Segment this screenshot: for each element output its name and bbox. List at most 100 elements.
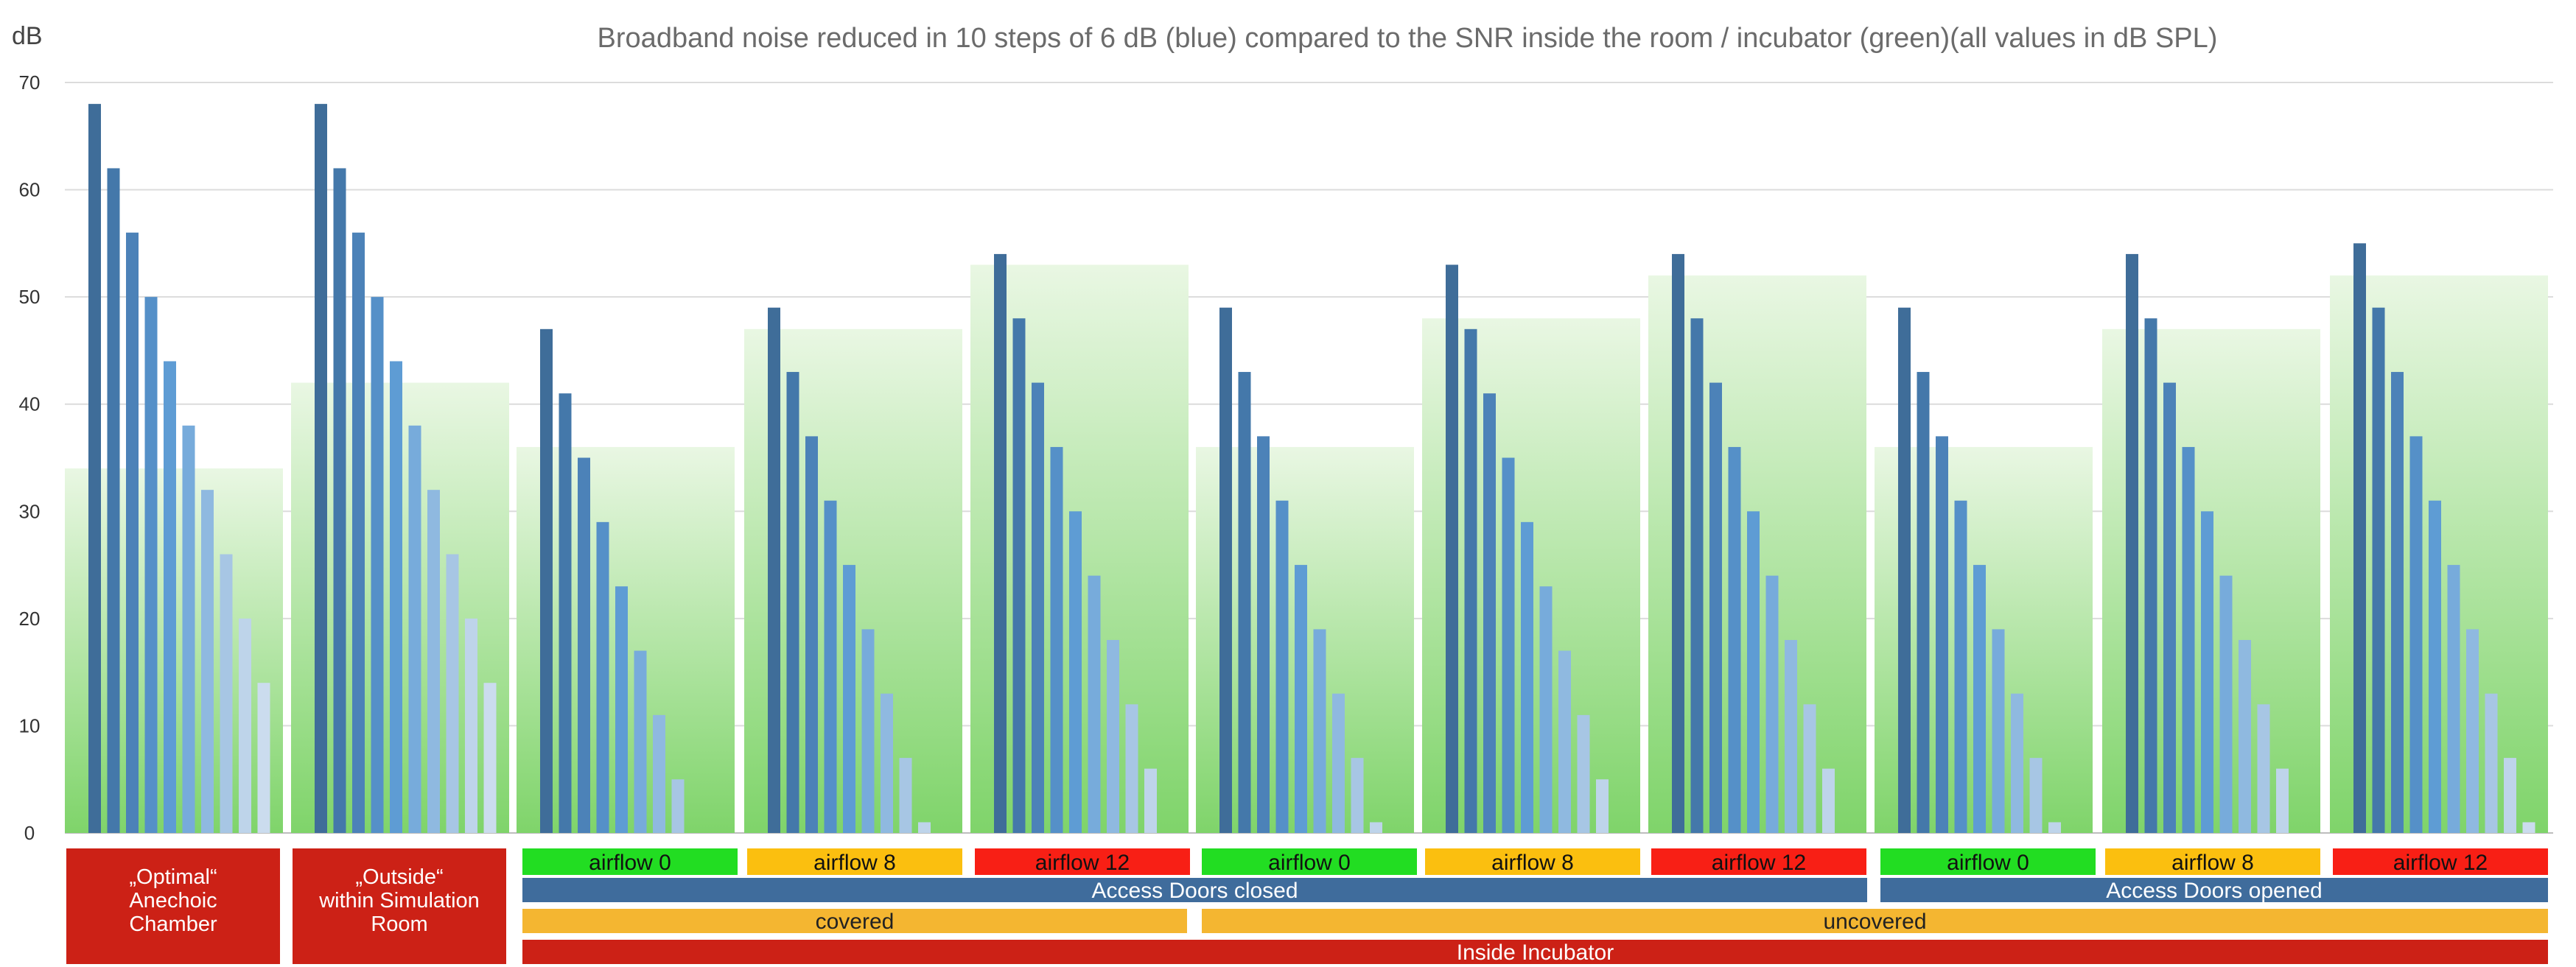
airflow-box <box>2333 848 2548 875</box>
y-tick-label: 40 <box>19 393 41 415</box>
noise-bar <box>1332 693 1345 833</box>
access-doors-closed-band-label: Access Doors closed <box>1091 879 1298 903</box>
airflow-box <box>522 848 738 875</box>
covered-band-label: covered <box>816 910 895 934</box>
y-tick-label: 10 <box>19 714 41 736</box>
noise-bar <box>1446 264 1458 833</box>
noise-bar <box>1050 446 1063 833</box>
noise-bar <box>2201 511 2213 833</box>
noise-bar <box>671 779 685 833</box>
noise-bar <box>881 693 893 833</box>
noise-bar <box>2485 693 2498 833</box>
airflow-box <box>975 848 1190 875</box>
y-tick-label: 60 <box>19 179 41 201</box>
y-tick-label: 0 <box>24 822 35 844</box>
noise-bar <box>2504 758 2516 833</box>
noise-bar <box>1728 446 1741 833</box>
noise-bar <box>164 361 176 833</box>
noise-bar <box>371 297 384 834</box>
y-tick-label: 50 <box>19 286 41 308</box>
noise-bar <box>1521 521 1533 833</box>
noise-bar <box>1012 318 1026 833</box>
noise-bar <box>540 328 553 833</box>
noise-bar <box>465 618 477 833</box>
inside-incubator-band-label: Inside Incubator <box>1457 940 1614 965</box>
bar-layer <box>88 104 2535 834</box>
noise-bar <box>1502 457 1515 833</box>
noise-bar <box>1954 500 1967 833</box>
noise-bar <box>596 521 609 833</box>
noise-bar <box>805 436 818 833</box>
noise-bar <box>578 457 590 833</box>
noise-bar <box>1370 822 1382 833</box>
y-tick-label: 20 <box>19 608 41 630</box>
category-label: „Optimal“ <box>129 865 217 889</box>
category-box <box>66 848 280 964</box>
airflow-label: airflow 8 <box>1491 851 1574 875</box>
noise-bar <box>1483 393 1496 833</box>
noise-bar <box>220 554 233 833</box>
noise-bar <box>1295 565 1307 833</box>
noise-bar <box>1917 372 1930 833</box>
noise-bar <box>1803 704 1816 833</box>
noise-bar <box>2276 768 2289 833</box>
noise-bar <box>315 104 327 834</box>
uncovered-band-label: uncovered <box>1823 910 1926 934</box>
noise-bar <box>2011 693 2023 833</box>
noise-bar <box>1822 768 1835 833</box>
uncovered-band <box>1202 909 2548 933</box>
noise-bar <box>483 683 497 833</box>
access-doors-closed-band <box>522 878 1867 902</box>
noise-bar <box>408 425 421 833</box>
access-doors-opened-band-label: Access Doors opened <box>2106 879 2323 903</box>
noise-bar <box>2409 436 2423 833</box>
noise-bar <box>1936 436 1948 833</box>
noise-bar <box>427 490 440 833</box>
noise-bar <box>2219 575 2233 833</box>
noise-bar <box>899 758 912 833</box>
noise-bar <box>2353 243 2366 833</box>
noise-bar <box>824 500 837 833</box>
noise-bar <box>1973 565 1986 833</box>
airflow-box <box>1880 848 2096 875</box>
noise-bar <box>1257 436 1270 833</box>
noise-bar <box>144 297 158 834</box>
noise-bar <box>768 307 780 833</box>
airflow-label: airflow 12 <box>1035 851 1130 875</box>
noise-bar <box>2144 318 2157 833</box>
noise-bar <box>2391 372 2404 833</box>
noise-bar <box>2182 446 2195 833</box>
noise-bar <box>1219 307 1232 833</box>
category-label: Chamber <box>129 913 217 936</box>
noise-bar <box>1275 500 1289 833</box>
noise-bar <box>634 650 647 833</box>
access-doors-opened-band <box>1880 878 2548 902</box>
noise-bar <box>107 168 120 833</box>
noise-bar <box>2466 629 2479 833</box>
noise-bar <box>2429 500 2441 833</box>
airflow-box <box>1651 848 1866 875</box>
airflow-label: airflow 0 <box>1268 851 1351 875</box>
noise-bar <box>653 714 665 833</box>
airflow-label: airflow 12 <box>2393 851 2488 875</box>
airflow-box <box>1202 848 1417 875</box>
noise-bar <box>126 232 139 833</box>
airflow-box <box>2105 848 2320 875</box>
y-axis-label: dB <box>12 22 43 50</box>
noise-bar <box>2257 704 2270 833</box>
noise-bar <box>994 253 1007 833</box>
noise-bar <box>861 629 875 833</box>
noise-bar <box>2163 382 2176 833</box>
noise-bar <box>182 425 195 833</box>
noise-bar <box>1992 629 2005 833</box>
y-tick-label: 70 <box>19 71 41 94</box>
noise-bar <box>1765 575 1779 833</box>
noise-bar <box>1144 768 1157 833</box>
inside-incubator-band <box>522 940 2548 964</box>
noise-bar <box>843 565 855 833</box>
noise-bar <box>1351 758 1364 833</box>
noise-bar <box>1558 650 1571 833</box>
noise-bar <box>1898 307 1911 833</box>
